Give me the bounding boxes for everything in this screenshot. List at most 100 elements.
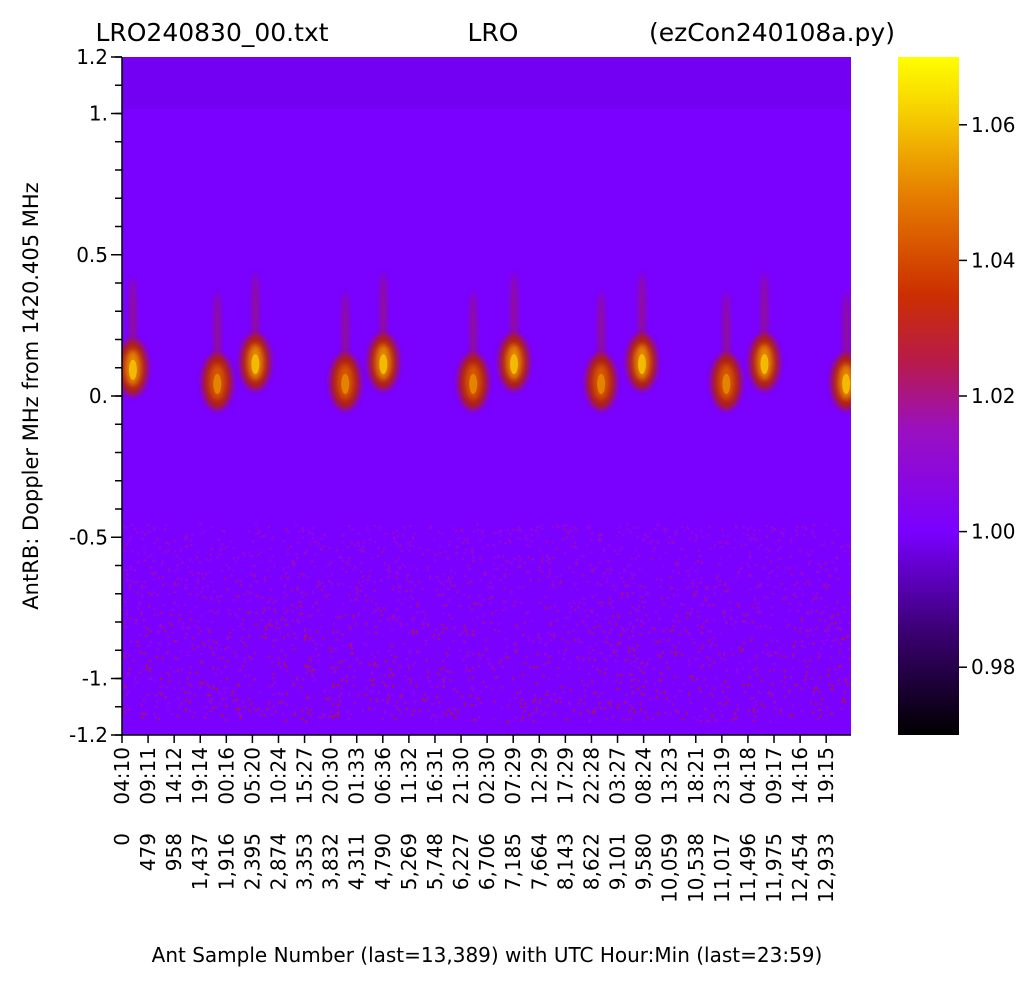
noise-speckle — [567, 701, 571, 704]
noise-speckle — [588, 646, 591, 649]
noise-speckle — [159, 623, 162, 627]
noise-speckle — [740, 544, 743, 547]
noise-speckle — [812, 690, 816, 694]
noise-speckle — [470, 580, 473, 583]
noise-speckle — [765, 547, 768, 550]
noise-speckle — [122, 706, 126, 710]
noise-speckle — [152, 528, 156, 532]
noise-speckle — [692, 679, 695, 682]
noise-speckle — [627, 650, 630, 653]
noise-speckle — [437, 594, 440, 597]
noise-speckle — [293, 632, 296, 636]
noise-speckle — [843, 606, 846, 609]
noise-speckle — [249, 584, 252, 587]
noise-speckle — [265, 601, 269, 604]
noise-speckle — [619, 641, 622, 645]
noise-speckle — [574, 582, 577, 586]
noise-speckle — [825, 586, 828, 589]
noise-speckle — [206, 683, 209, 686]
noise-speckle — [590, 568, 593, 572]
noise-speckle — [217, 692, 220, 695]
noise-speckle — [345, 570, 348, 573]
x-tick-time-label: 19:14 — [188, 747, 212, 805]
noise-speckle — [279, 700, 282, 703]
noise-speckle — [392, 614, 396, 618]
noise-speckle — [665, 627, 668, 631]
noise-speckle — [344, 614, 347, 617]
noise-speckle — [697, 549, 700, 552]
noise-speckle — [348, 556, 351, 560]
noise-speckle — [426, 548, 429, 552]
noise-speckle — [803, 533, 807, 537]
noise-speckle — [817, 708, 821, 712]
noise-speckle — [232, 546, 236, 550]
noise-speckle — [614, 659, 617, 663]
noise-speckle — [831, 542, 834, 545]
noise-speckle — [228, 631, 232, 635]
noise-speckle — [360, 550, 363, 553]
noise-speckle — [354, 622, 357, 626]
noise-speckle — [541, 559, 544, 562]
noise-speckle — [173, 601, 176, 605]
noise-speckle — [310, 614, 314, 617]
noise-speckle — [812, 597, 816, 600]
noise-speckle — [825, 714, 828, 717]
noise-speckle — [639, 662, 643, 665]
noise-speckle — [495, 676, 499, 679]
noise-speckle — [808, 685, 811, 689]
noise-speckle — [242, 627, 245, 631]
noise-speckle — [365, 686, 368, 690]
noise-speckle — [328, 696, 331, 699]
noise-speckle — [251, 564, 254, 567]
noise-speckle — [365, 643, 368, 647]
noise-speckle — [603, 630, 606, 634]
noise-speckle — [718, 702, 721, 705]
noise-speckle — [201, 572, 204, 575]
noise-speckle — [377, 526, 381, 530]
noise-speckle — [563, 524, 566, 527]
noise-speckle — [729, 555, 732, 558]
noise-speckle — [808, 659, 812, 662]
noise-speckle — [169, 666, 172, 669]
noise-speckle — [226, 645, 229, 649]
noise-speckle — [713, 687, 716, 690]
noise-speckle — [186, 653, 189, 657]
noise-speckle — [408, 667, 411, 670]
noise-speckle — [415, 630, 418, 633]
noise-speckle — [435, 720, 438, 723]
noise-speckle — [289, 545, 292, 548]
noise-speckle — [220, 714, 224, 717]
noise-speckle — [621, 533, 625, 536]
noise-speckle — [136, 552, 140, 555]
noise-speckle — [136, 581, 139, 584]
noise-speckle — [608, 544, 611, 547]
noise-speckle — [349, 712, 353, 716]
noise-speckle — [251, 540, 254, 543]
noise-speckle — [604, 678, 608, 681]
noise-speckle — [730, 718, 734, 722]
noise-speckle — [303, 629, 306, 633]
noise-speckle — [687, 527, 690, 530]
noise-speckle — [609, 654, 612, 658]
noise-speckle — [649, 531, 652, 534]
noise-speckle — [445, 669, 448, 672]
noise-speckle — [173, 581, 176, 584]
noise-speckle — [556, 609, 559, 612]
noise-speckle — [588, 651, 591, 654]
noise-speckle — [657, 540, 660, 543]
noise-speckle — [671, 569, 674, 573]
feature-peak — [760, 354, 769, 375]
noise-speckle — [180, 702, 183, 705]
noise-speckle — [463, 552, 466, 555]
noise-speckle — [659, 585, 662, 589]
noise-speckle — [317, 659, 321, 662]
noise-speckle — [147, 644, 150, 648]
noise-speckle — [296, 586, 300, 589]
noise-speckle — [607, 701, 610, 704]
noise-speckle — [215, 641, 218, 644]
noise-speckle — [240, 636, 244, 639]
noise-speckle — [733, 712, 737, 716]
noise-speckle — [313, 654, 316, 658]
noise-speckle — [244, 644, 247, 648]
noise-speckle — [250, 702, 253, 706]
